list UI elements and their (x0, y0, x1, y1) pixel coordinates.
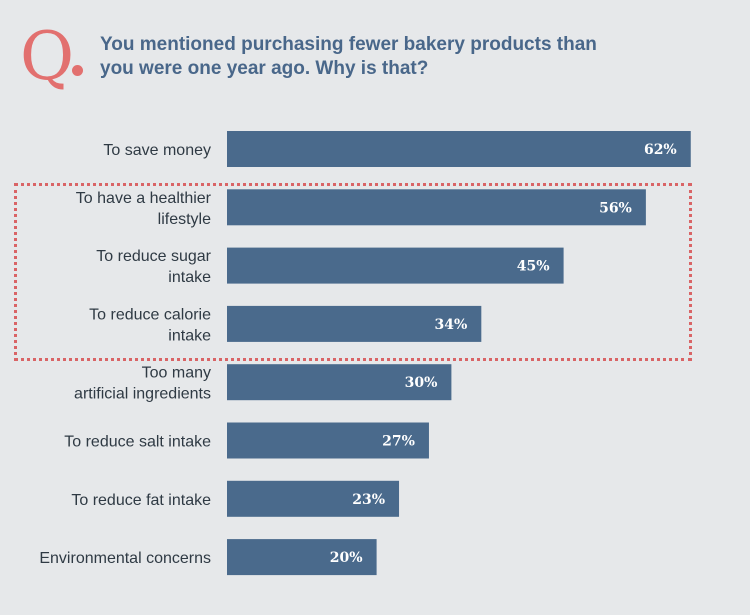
category-label: Environmental concerns (39, 550, 211, 567)
category-label: To reduce sugar intake (96, 248, 211, 286)
category-label: To reduce salt intake (64, 434, 211, 451)
q-letter: Q (20, 18, 75, 95)
value-label: 34% (435, 317, 468, 333)
bar (227, 364, 452, 401)
bar (227, 480, 400, 517)
category-label: To have a healthier lifestyle (76, 190, 212, 228)
bar (227, 131, 691, 167)
category-label: To reduce fat intake (71, 492, 211, 509)
value-label: 62% (644, 142, 677, 158)
q-dot-icon (72, 65, 83, 76)
bar (227, 422, 429, 459)
value-label: 20% (330, 550, 363, 566)
bar (227, 305, 482, 342)
question-title: You mentioned purchasing fewer bakery pr… (100, 34, 597, 79)
category-label: Too many artificial ingredients (74, 365, 211, 403)
bar (227, 539, 377, 576)
value-label: 56% (599, 200, 632, 216)
category-label: To save money (103, 142, 211, 159)
bar (227, 247, 564, 284)
value-label: 45% (517, 259, 550, 275)
category-label: To reduce calorie intake (89, 306, 211, 344)
bar (227, 189, 646, 226)
value-label: 23% (352, 492, 385, 508)
value-label: 30% (405, 375, 438, 391)
value-label: 27% (382, 434, 415, 450)
highlight-box (14, 183, 692, 361)
